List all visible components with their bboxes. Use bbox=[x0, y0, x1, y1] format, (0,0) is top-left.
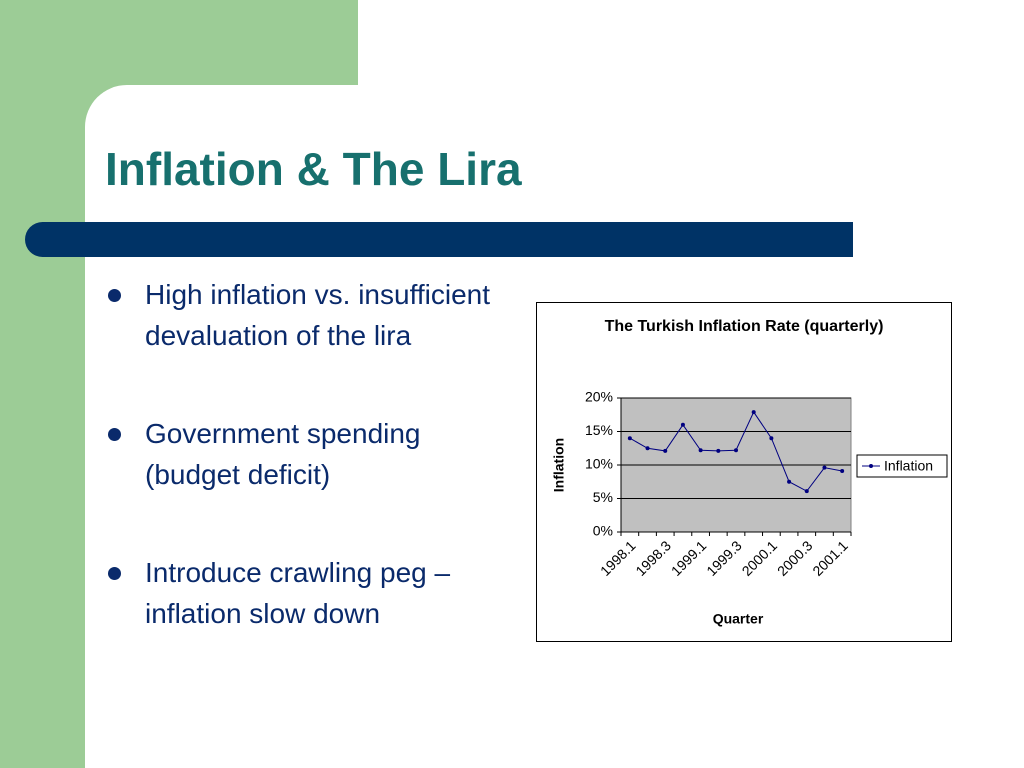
y-tick-label: 10% bbox=[585, 456, 613, 472]
data-point bbox=[751, 410, 756, 415]
legend-marker bbox=[869, 464, 873, 468]
legend bbox=[856, 454, 948, 478]
bullet: Introduce crawling peg – inflation slow … bbox=[105, 552, 495, 634]
y-tick-label: 5% bbox=[593, 489, 613, 505]
data-point bbox=[840, 469, 845, 474]
data-point bbox=[680, 422, 685, 427]
y-axis-label: Inflation bbox=[551, 438, 567, 492]
data-point bbox=[787, 479, 792, 484]
background-strip bbox=[0, 0, 85, 768]
data-point bbox=[769, 436, 774, 441]
chart-title: The Turkish Inflation Rate (quarterly) bbox=[604, 318, 884, 335]
y-tick-label: 20% bbox=[585, 389, 613, 405]
y-tick-label: 15% bbox=[585, 422, 613, 438]
slide-title: Inflation & The Lira bbox=[105, 143, 522, 195]
y-tick-label: 0% bbox=[593, 523, 613, 539]
data-point bbox=[663, 448, 668, 453]
title-bar bbox=[25, 222, 853, 257]
data-point bbox=[822, 465, 827, 470]
data-point bbox=[734, 448, 738, 453]
data-point bbox=[716, 448, 721, 453]
data-point bbox=[627, 436, 632, 441]
bullet-list: High inflation vs. insufficient devaluat… bbox=[105, 274, 495, 691]
legend-label: Inflation bbox=[884, 458, 933, 474]
data-point bbox=[804, 489, 809, 494]
bullet: Government spending (budget deficit) bbox=[105, 413, 495, 495]
chart-title-box: The Turkish Inflation Rate (quarterly) bbox=[604, 318, 884, 335]
data-point bbox=[698, 448, 703, 453]
data-point bbox=[645, 446, 650, 451]
chart: The Turkish Inflation Rate (quarterly) Q… bbox=[536, 302, 952, 642]
bullet: High inflation vs. insufficient devaluat… bbox=[105, 274, 495, 356]
x-axis-label: Quarter bbox=[713, 611, 764, 627]
